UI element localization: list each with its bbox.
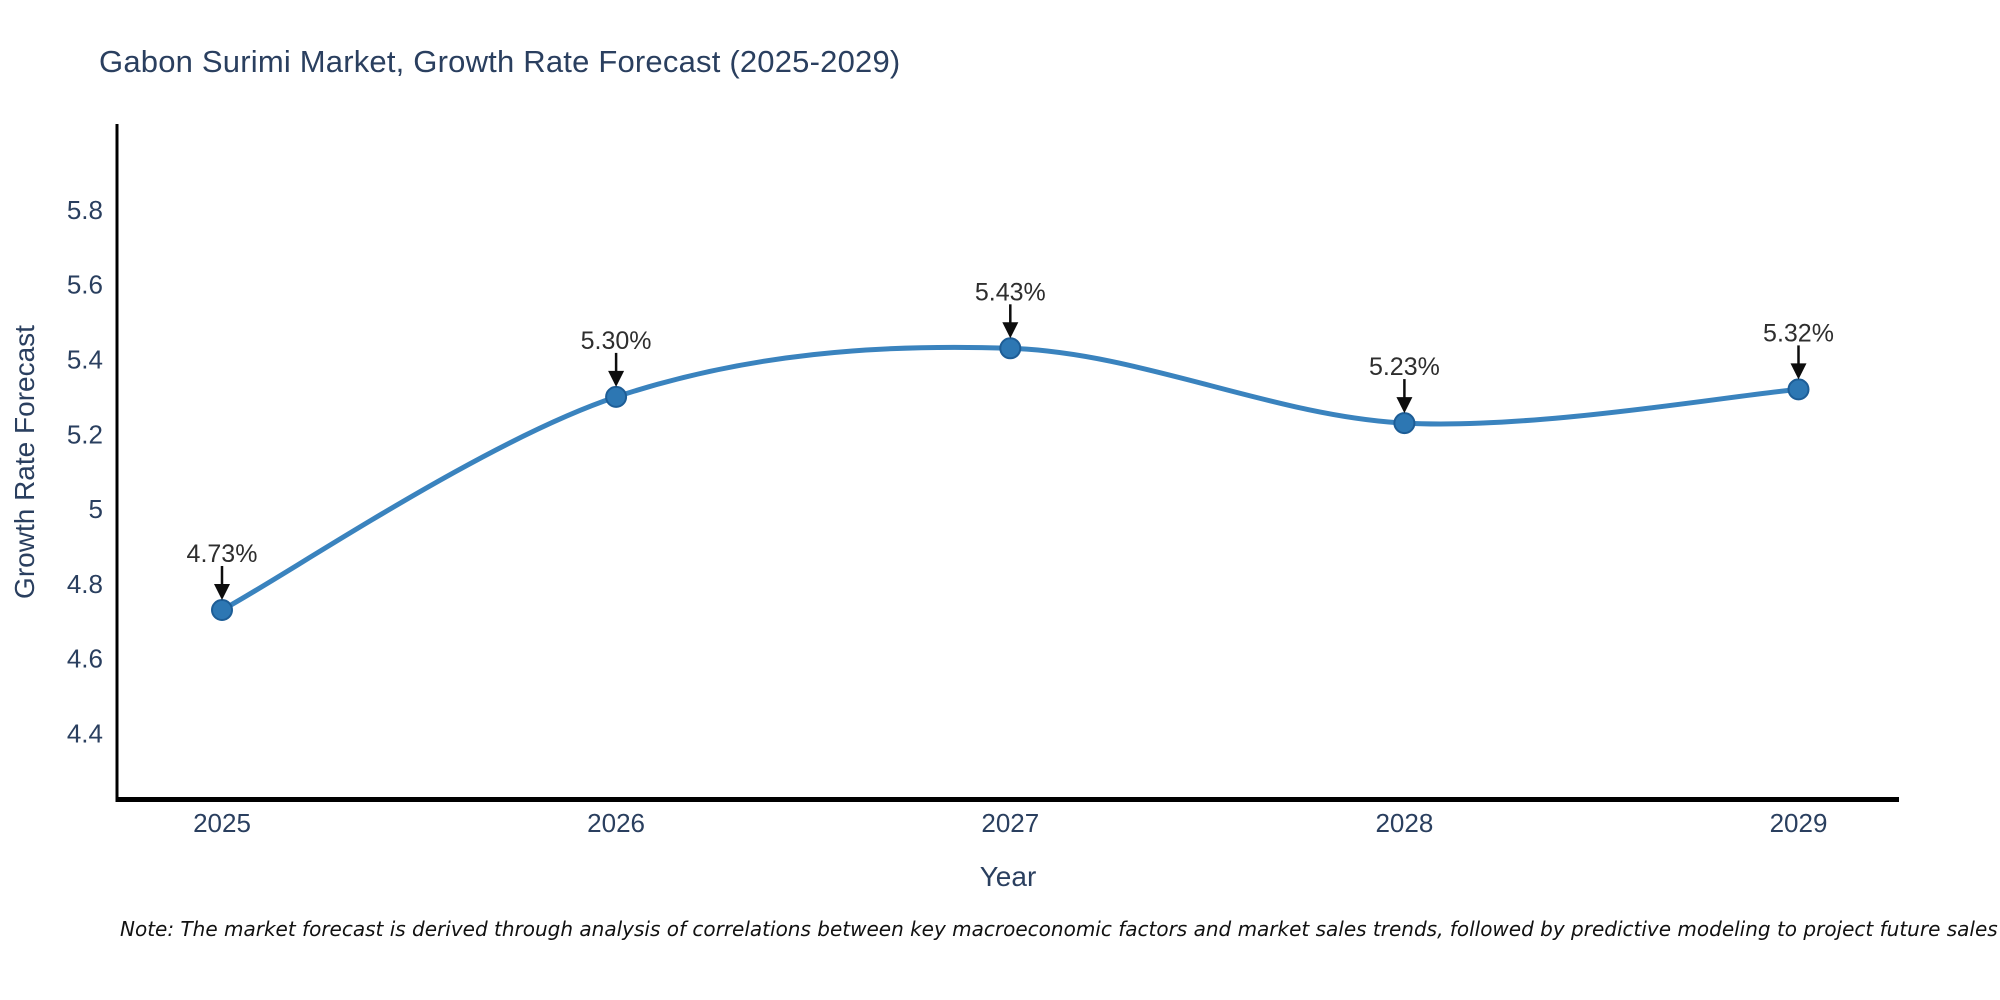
point-value-label: 5.23%	[1369, 353, 1440, 381]
annotations-layer: 4.73% 5.30% 5.43% 5.23% 5.32%	[187, 278, 1834, 600]
ticks-layer: 4.4 4.6 4.8 5 5.2 5.4 5.6 5.8 2025 2026 2027 2028 20…	[67, 195, 1828, 838]
y-tick-label: 4.8	[67, 569, 103, 599]
x-tick-label: 2025	[193, 808, 251, 838]
point-value-label: 4.73%	[187, 540, 258, 568]
data-point-marker	[999, 337, 1022, 360]
y-tick-label: 5.6	[67, 270, 103, 300]
point-annotation: 5.23%	[1369, 353, 1440, 414]
data-point-marker	[605, 385, 628, 408]
point-annotation: 5.43%	[975, 278, 1046, 339]
footnote: Note: The market forecast is derived thr…	[120, 917, 1998, 941]
data-point-marker	[211, 599, 233, 621]
point-value-label: 5.43%	[975, 278, 1046, 306]
x-tick-label: 2027	[981, 808, 1039, 838]
point-value-label: 5.30%	[581, 327, 652, 355]
data-point-marker	[1787, 378, 1810, 401]
axes-layer	[115, 124, 1899, 802]
x-tick-label: 2028	[1375, 808, 1433, 838]
point-annotation: 5.32%	[1763, 319, 1834, 380]
x-tick-label: 2026	[587, 808, 645, 838]
annotation-arrowhead-icon	[1396, 397, 1413, 414]
y-tick-label: 5.2	[67, 419, 103, 449]
x-axis-title: Year	[980, 861, 1037, 892]
annotation-arrowhead-icon	[1790, 363, 1807, 380]
y-tick-label: 4.6	[67, 644, 103, 674]
point-annotation: 5.30%	[581, 327, 652, 387]
annotation-arrowhead-icon	[214, 584, 230, 600]
y-tick-label: 5.8	[67, 195, 103, 225]
y-tick-label: 4.4	[67, 718, 103, 748]
annotation-arrowhead-icon	[608, 370, 625, 387]
point-value-label: 5.32%	[1763, 319, 1834, 347]
x-tick-label: 2029	[1770, 808, 1828, 838]
annotation-arrowhead-icon	[1002, 322, 1019, 339]
data-point-marker	[1393, 412, 1416, 435]
y-tick-label: 5	[89, 494, 103, 524]
point-annotation: 4.73%	[187, 540, 258, 600]
series-layer	[211, 337, 1810, 621]
trend-line	[219, 344, 1801, 613]
y-tick-label: 5.4	[67, 345, 103, 375]
chart-title: Gabon Surimi Market, Growth Rate Forecas…	[99, 44, 901, 79]
y-axis-title: Growth Rate Forecast	[9, 325, 40, 599]
